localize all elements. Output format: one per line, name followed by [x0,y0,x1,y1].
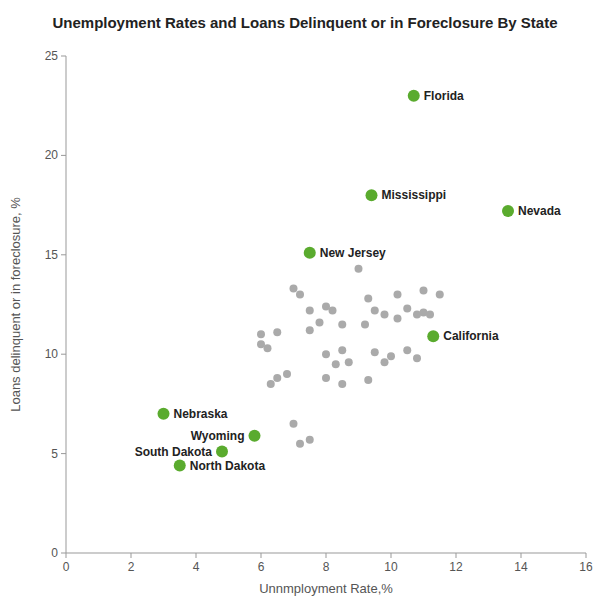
x-tick [196,553,197,558]
point [290,285,298,293]
point [364,376,372,384]
x-tick [586,553,587,558]
point [264,344,272,352]
y-axis-label: Loans delinquent or in foreclosure, % [8,197,23,412]
point [329,306,337,314]
highlight-point [502,205,514,217]
point [345,358,353,366]
x-tick [391,553,392,558]
point-label: California [443,329,499,343]
point [257,330,265,338]
point [403,304,411,312]
labels: Florida Mississippi Nevada New Jersey Califo… [135,89,561,473]
highlight-point [427,330,439,342]
point [267,380,275,388]
x-tick [131,553,132,558]
x-tick-label: 0 [63,560,70,574]
point [296,440,304,448]
point-label: Wyoming [191,429,245,443]
point [355,265,363,273]
point [364,295,372,303]
x-tick-label: 16 [579,560,593,574]
y-tick-label: 25 [45,49,59,63]
y-tick-label: 15 [45,248,59,262]
y-tick [61,254,66,255]
highlight-point [158,408,170,420]
point [371,348,379,356]
y-tick [61,453,66,454]
y-axis-line [66,56,67,553]
point [420,287,428,295]
y-tick [61,155,66,156]
points [158,90,515,472]
point [290,420,298,428]
x-tick-label: 10 [384,560,398,574]
highlight-point [249,430,261,442]
y-tick-label: 10 [45,347,59,361]
y-tick [61,56,66,57]
x-tick [326,553,327,558]
point-label: Nebraska [174,407,228,421]
point [273,328,281,336]
x-tick [456,553,457,558]
point [273,374,281,382]
point [403,346,411,354]
point [361,320,369,328]
point [394,314,402,322]
x-tick-label: 2 [128,560,135,574]
x-tick [66,553,67,558]
point-label: North Dakota [190,459,266,473]
x-tick [521,553,522,558]
point [306,436,314,444]
highlight-point [304,247,316,259]
x-tick-label: 8 [323,560,330,574]
point [420,308,428,316]
point [306,306,314,314]
highlight-point [174,460,186,472]
x-tick-label: 6 [258,560,265,574]
point-label: South Dakota [135,445,213,459]
chart: Unemployment Rates and Loans Delinquent … [0,0,610,609]
point [338,320,346,328]
point [338,346,346,354]
point [338,380,346,388]
point-label: New Jersey [320,246,386,260]
y-tick [61,553,66,554]
x-axis-label: Unnmployment Rate,% [259,581,393,596]
point [316,318,324,326]
y-tick [61,354,66,355]
point [394,291,402,299]
title: Unemployment Rates and Loans Delinquent … [52,14,557,31]
x-tick-label: 4 [193,560,200,574]
x-tick-label: 12 [449,560,463,574]
y-tick-label: 5 [51,447,58,461]
point-label: Mississippi [382,188,447,202]
point [322,350,330,358]
highlight-point [216,446,228,458]
point [306,326,314,334]
y-tick-label: 20 [45,148,59,162]
point [413,354,421,362]
point [436,291,444,299]
point-label: Nevada [518,204,561,218]
point [296,291,304,299]
point [371,306,379,314]
highlight-point [366,189,378,201]
point [322,374,330,382]
x-tick [261,553,262,558]
point [381,358,389,366]
x-tick-label: 14 [514,560,528,574]
point-label: Florida [424,89,464,103]
point [381,310,389,318]
highlight-point [408,90,420,102]
axes: 0 2 4 6 8 10 12 14 16 0 5 10 15 20 25 [45,49,593,574]
y-tick-label: 0 [51,546,58,560]
point [387,352,395,360]
point [283,370,291,378]
point [332,360,340,368]
